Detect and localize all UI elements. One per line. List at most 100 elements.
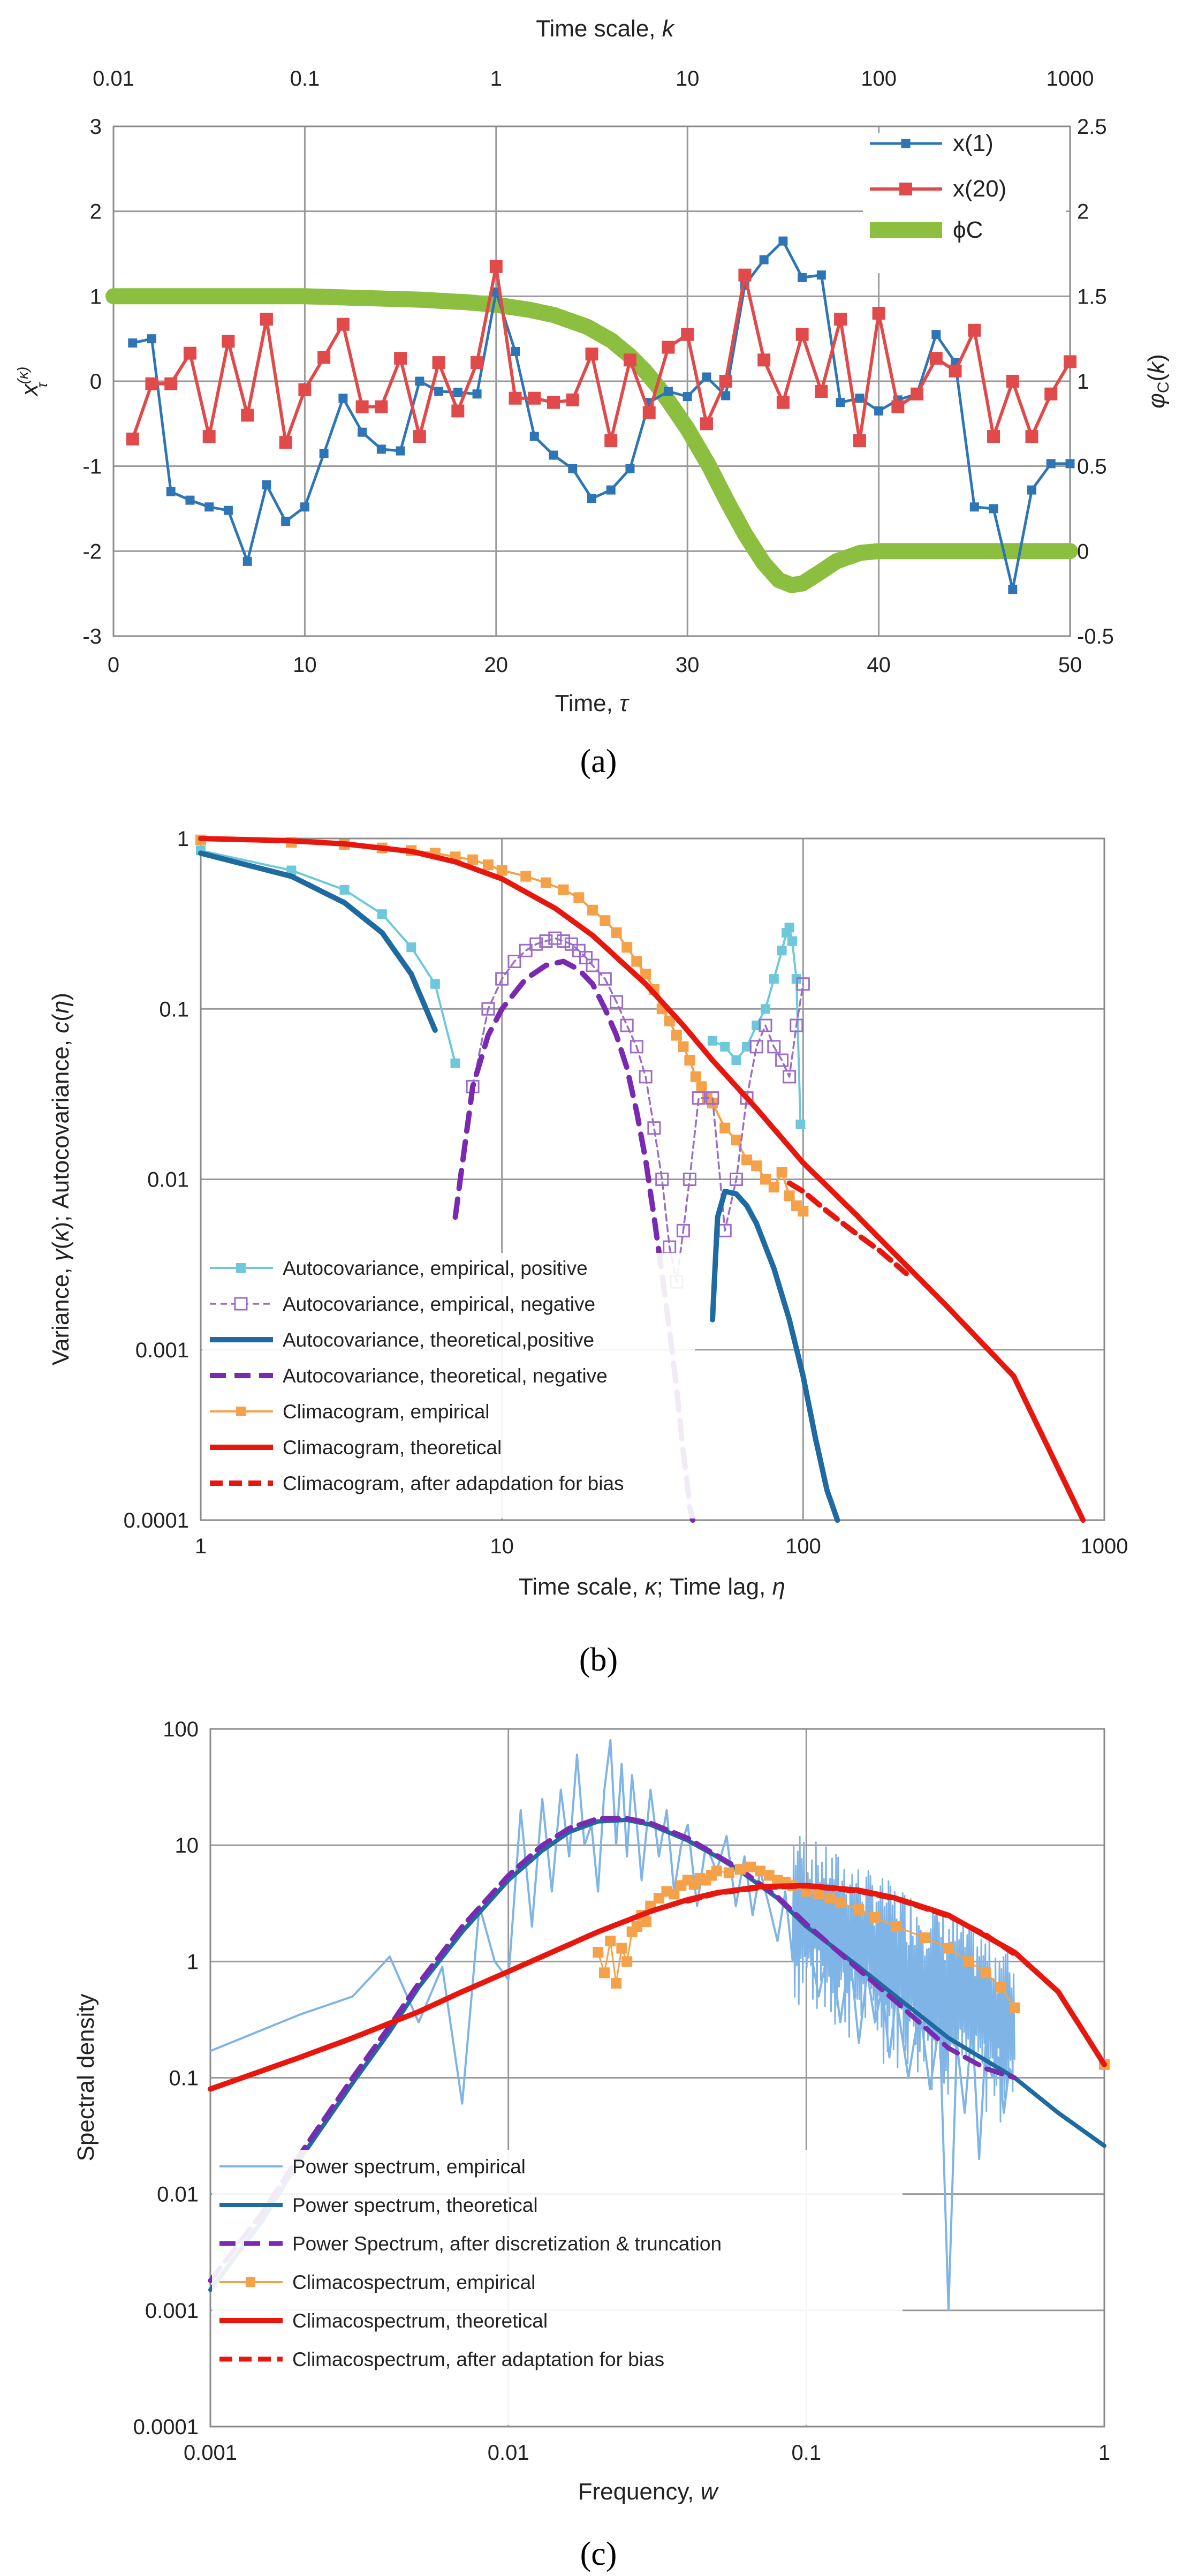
b-ytick-label: 1: [177, 827, 189, 851]
a-series-x20-point: [815, 385, 828, 398]
b-acov-emp-neg-point: [759, 1018, 772, 1032]
a-series-x1-point: [855, 394, 865, 403]
a-series-x20-point: [528, 391, 541, 405]
a-series-x1-point: [683, 392, 692, 402]
a-series-x20-point: [509, 391, 522, 405]
b-clim-emp-point: [678, 1041, 689, 1052]
c-ytick-label: 0.1: [169, 2067, 199, 2090]
a-series-x20-point: [585, 348, 598, 361]
c-legend-marker: [246, 2277, 255, 2287]
a-series-x20-point: [949, 364, 962, 377]
a-series-x20-point: [241, 409, 254, 422]
a-series-x1-point: [759, 255, 769, 265]
b-acov-emp-neg-point: [796, 977, 810, 991]
b-clim-emp-point: [631, 956, 642, 967]
b-acov-emp-pos-point: [731, 1055, 741, 1066]
b-acov-emp-pos-line: [200, 849, 457, 1064]
a-series-x1-point: [242, 556, 252, 566]
a-series-x20-point: [375, 400, 388, 413]
a-series-x20-point: [891, 400, 905, 413]
b-acov-emp-neg-point: [783, 1070, 797, 1084]
a-y2tick-label: 0.5: [1077, 455, 1107, 479]
b-acov-emp-neg-point: [586, 958, 600, 972]
a-x2tick-label: 1: [490, 67, 502, 90]
b-acov-emp-neg-point: [610, 995, 624, 1009]
c-cs-emp-point: [869, 1912, 881, 1923]
a-series-x20-point: [336, 318, 350, 331]
b-clim-bias-line: [786, 1180, 909, 1276]
b-ytick-label: 0.001: [135, 1339, 189, 1362]
a-series-x20-point: [776, 396, 790, 409]
b-xtick-label: 1: [195, 1535, 207, 1558]
a-series-x1-point: [396, 446, 405, 456]
a-series-x1-point: [300, 502, 309, 512]
a-y2tick-label: 2: [1077, 200, 1089, 224]
b-acov-emp-neg-point: [775, 1053, 789, 1067]
a-series-x20-point: [471, 356, 484, 369]
a-series-x20-point: [911, 387, 924, 401]
panel-label-b: (b): [579, 1642, 618, 1678]
c-cs-emp-point: [890, 1921, 901, 1932]
a-series-x20-point: [432, 356, 445, 369]
a-series-x20-point: [1044, 387, 1058, 401]
b-legend-label: Autocovariance, empirical, negative: [283, 1293, 595, 1315]
c-cs-emp-point: [734, 1864, 746, 1875]
b-ytick-label: 0.0001: [124, 1509, 189, 1532]
a-x2tick-label: 1000: [1047, 67, 1094, 90]
b-acov-emp-pos-point: [450, 1058, 460, 1068]
c-cs-emp-point: [669, 1888, 680, 1900]
c-x-axis-title: Frequency, w: [578, 2479, 719, 2505]
c-cs-emp-point: [593, 1947, 604, 1958]
b-legend-label: Climacogram, theoretical: [283, 1437, 502, 1459]
a-series-x20-point: [260, 313, 273, 326]
b-clim-emp-point: [611, 927, 622, 938]
c-ytick-label: 1: [187, 1950, 199, 1974]
c-cs-emp-point: [723, 1867, 734, 1878]
b-acov-emp-neg-point: [790, 1018, 803, 1032]
a-series-x1-point: [128, 338, 138, 348]
c-xtick-label: 0.1: [792, 2441, 822, 2465]
a-series-x1-point: [568, 464, 578, 473]
b-clim-emp-point: [558, 884, 569, 895]
a-series-x20-point: [394, 352, 407, 365]
c-legend-label: Power spectrum, empirical: [292, 2156, 526, 2178]
a-ytick-label: -3: [82, 625, 102, 648]
a-series-x20-point: [298, 383, 312, 396]
a-legend-marker: [901, 139, 911, 148]
a-series-x1-point: [1065, 459, 1075, 469]
b-acov-emp-neg-point: [598, 972, 612, 986]
panel-b-chart: 1 10 100 1000 0.0001 0.001 0.01 0.1 1 Autocovari…: [48, 827, 1128, 1678]
a-y2tick-label: -0.5: [1077, 625, 1114, 648]
b-acov-emp-pos-point: [742, 1041, 752, 1052]
b-acov-emp-pos-point: [707, 1036, 717, 1046]
a-series-x1-point: [204, 502, 214, 512]
b-clim-emp-point: [540, 877, 551, 888]
a-series-x20-point: [853, 434, 866, 448]
a-series-x1-point: [606, 485, 616, 495]
c-cs-emp-point: [611, 1977, 622, 1989]
b-acov-emp-neg-point: [767, 1040, 781, 1054]
c-cs-emp-point: [711, 1865, 722, 1877]
a-xtick-label: 40: [867, 653, 891, 677]
b-acov-emp-neg-point: [557, 934, 571, 948]
a-series-x20-point: [547, 396, 560, 409]
b-acov-emp-neg-point: [740, 1091, 754, 1105]
a-series-x1-point: [434, 387, 444, 396]
a-series-x20-point: [413, 430, 426, 443]
b-acov-emp-neg-point: [749, 1040, 763, 1054]
a-y2tick-label: 0: [1077, 540, 1089, 563]
a-series-x1-point: [338, 394, 348, 403]
a-series-x20-point: [1006, 375, 1019, 388]
c-y-axis-title: Spectral density: [73, 1993, 99, 2161]
a-series-x1-point: [223, 505, 233, 515]
a-x2tick-label: 100: [861, 67, 897, 90]
b-xtick-label: 100: [785, 1535, 821, 1558]
a-series-x1-point: [415, 376, 424, 386]
b-clim-emp-point: [587, 904, 598, 916]
a-series-x1-point: [262, 480, 271, 490]
a-series-x1-point: [549, 450, 558, 460]
b-acov-emp-neg-point: [706, 1091, 719, 1105]
c-ytick-label: 10: [175, 1834, 199, 1857]
a-series-x1-point: [1027, 485, 1037, 495]
b-acov-emp-neg-point: [495, 972, 509, 986]
